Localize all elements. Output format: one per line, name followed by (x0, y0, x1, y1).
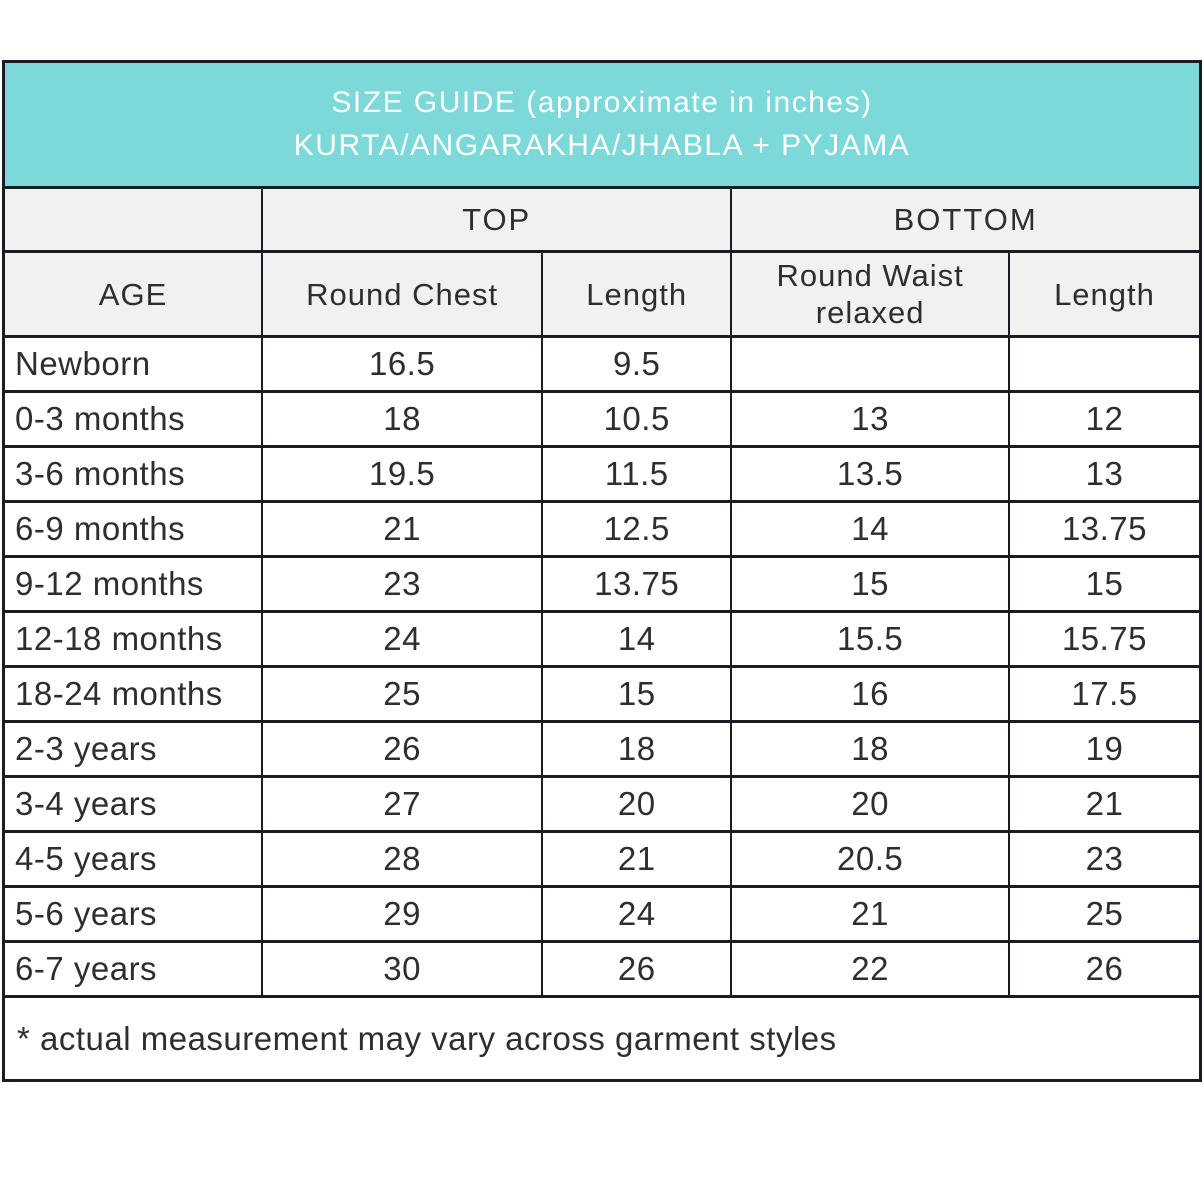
table-title: SIZE GUIDE (approximate in inches) KURTA… (2, 60, 1202, 189)
column-header-row: AGE Round Chest Length Round Waist relax… (2, 249, 1202, 339)
value-cell-bottom-length: 12 (1007, 390, 1202, 449)
value-cell-top-length: 14 (541, 610, 733, 669)
value-cell-top-length: 9.5 (541, 335, 733, 394)
value-cell-round-waist: 22 (730, 940, 1010, 999)
column-header-round-waist: Round Waist relaxed (730, 249, 1010, 339)
value-cell-round-chest: 26 (261, 720, 544, 779)
value-cell-bottom-length: 17.5 (1007, 665, 1202, 724)
age-cell: 6-9 months (2, 500, 264, 559)
column-header-bottom-length: Length (1007, 249, 1202, 339)
value-cell-round-waist: 20.5 (730, 830, 1010, 889)
value-cell-bottom-length (1007, 335, 1202, 394)
value-cell-round-chest: 25 (261, 665, 544, 724)
table-row: 5-6 years 29 24 21 25 (2, 885, 1202, 944)
title-row: SIZE GUIDE (approximate in inches) KURTA… (2, 60, 1202, 189)
age-cell: 6-7 years (2, 940, 264, 999)
column-header-round-chest: Round Chest (261, 249, 544, 339)
age-cell: Newborn (2, 335, 264, 394)
column-header-age: AGE (2, 249, 264, 339)
title-line-1: SIZE GUIDE (approximate in inches) (331, 85, 873, 119)
value-cell-round-waist: 21 (730, 885, 1010, 944)
value-cell-top-length: 24 (541, 885, 733, 944)
value-cell-round-waist: 13 (730, 390, 1010, 449)
value-cell-round-chest: 19.5 (261, 445, 544, 504)
age-cell: 0-3 months (2, 390, 264, 449)
value-cell-round-waist: 15 (730, 555, 1010, 614)
value-cell-round-waist: 16 (730, 665, 1010, 724)
age-cell: 12-18 months (2, 610, 264, 669)
value-cell-round-waist: 15.5 (730, 610, 1010, 669)
value-cell-top-length: 26 (541, 940, 733, 999)
value-cell-round-waist: 20 (730, 775, 1010, 834)
value-cell-bottom-length: 13.75 (1007, 500, 1202, 559)
value-cell-round-chest: 18 (261, 390, 544, 449)
table-row: 6-9 months 21 12.5 14 13.75 (2, 500, 1202, 559)
table-row: 12-18 months 24 14 15.5 15.75 (2, 610, 1202, 669)
age-cell: 9-12 months (2, 555, 264, 614)
table-row: 9-12 months 23 13.75 15 15 (2, 555, 1202, 614)
value-cell-bottom-length: 23 (1007, 830, 1202, 889)
title-line-2: KURTA/ANGARAKHA/JHABLA + PYJAMA (293, 128, 911, 162)
table-row: 2-3 years 26 18 18 19 (2, 720, 1202, 779)
value-cell-round-waist: 14 (730, 500, 1010, 559)
table-row: Newborn 16.5 9.5 (2, 335, 1202, 394)
age-cell: 2-3 years (2, 720, 264, 779)
value-cell-bottom-length: 19 (1007, 720, 1202, 779)
table-row: 3-4 years 27 20 20 21 (2, 775, 1202, 834)
value-cell-round-chest: 16.5 (261, 335, 544, 394)
value-cell-round-chest: 21 (261, 500, 544, 559)
value-cell-top-length: 21 (541, 830, 733, 889)
value-cell-top-length: 15 (541, 665, 733, 724)
value-cell-top-length: 18 (541, 720, 733, 779)
table-row: 4-5 years 28 21 20.5 23 (2, 830, 1202, 889)
age-cell: 18-24 months (2, 665, 264, 724)
value-cell-bottom-length: 15 (1007, 555, 1202, 614)
age-cell: 4-5 years (2, 830, 264, 889)
value-cell-bottom-length: 26 (1007, 940, 1202, 999)
value-cell-round-chest: 27 (261, 775, 544, 834)
age-cell: 3-4 years (2, 775, 264, 834)
value-cell-bottom-length: 13 (1007, 445, 1202, 504)
value-cell-top-length: 11.5 (541, 445, 733, 504)
value-cell-round-chest: 28 (261, 830, 544, 889)
age-cell: 3-6 months (2, 445, 264, 504)
size-guide-table: SIZE GUIDE (approximate in inches) KURTA… (2, 60, 1202, 1083)
column-header-top-length: Length (541, 249, 733, 339)
value-cell-round-waist (730, 335, 1010, 394)
blank-corner-cell (2, 186, 264, 253)
group-header-bottom: BOTTOM (730, 186, 1202, 253)
value-cell-round-chest: 23 (261, 555, 544, 614)
value-cell-bottom-length: 15.75 (1007, 610, 1202, 669)
value-cell-round-waist: 18 (730, 720, 1010, 779)
table-row: 0-3 months 18 10.5 13 12 (2, 390, 1202, 449)
value-cell-round-chest: 29 (261, 885, 544, 944)
group-header-row: TOP BOTTOM (2, 186, 1202, 253)
value-cell-round-chest: 30 (261, 940, 544, 999)
size-guide: SIZE GUIDE (approximate in inches) KURTA… (2, 60, 1202, 1083)
value-cell-top-length: 13.75 (541, 555, 733, 614)
footnote: * actual measurement may vary across gar… (2, 995, 1202, 1083)
value-cell-top-length: 10.5 (541, 390, 733, 449)
footnote-row: * actual measurement may vary across gar… (2, 995, 1202, 1083)
value-cell-bottom-length: 25 (1007, 885, 1202, 944)
table-row: 6-7 years 30 26 22 26 (2, 940, 1202, 999)
age-cell: 5-6 years (2, 885, 264, 944)
value-cell-top-length: 20 (541, 775, 733, 834)
value-cell-round-chest: 24 (261, 610, 544, 669)
value-cell-round-waist: 13.5 (730, 445, 1010, 504)
table-row: 3-6 months 19.5 11.5 13.5 13 (2, 445, 1202, 504)
value-cell-bottom-length: 21 (1007, 775, 1202, 834)
table-row: 18-24 months 25 15 16 17.5 (2, 665, 1202, 724)
value-cell-top-length: 12.5 (541, 500, 733, 559)
group-header-top: TOP (261, 186, 733, 253)
